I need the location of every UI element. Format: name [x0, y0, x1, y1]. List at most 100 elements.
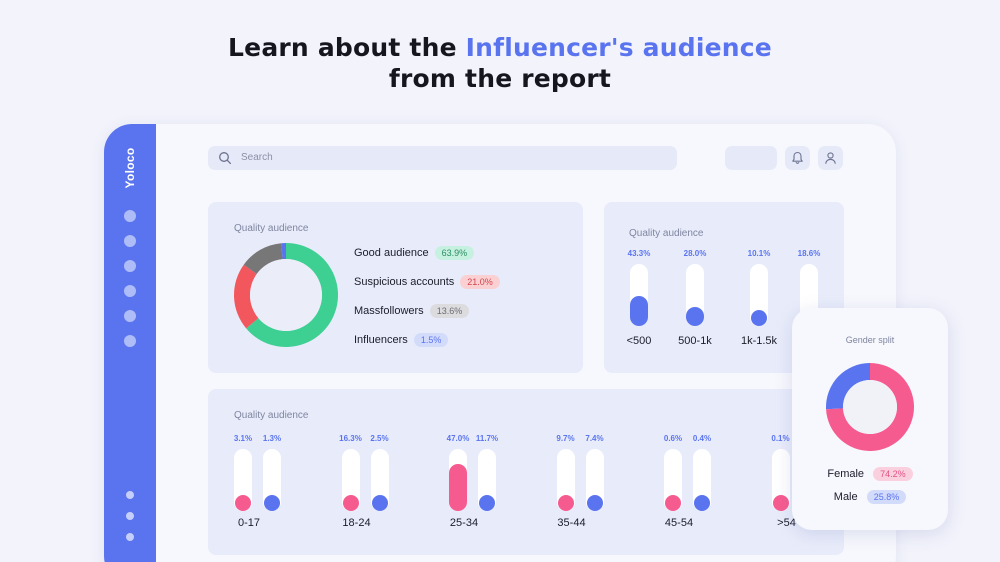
bar-track: [693, 449, 711, 511]
value-label: 28.0%: [683, 249, 707, 258]
sidebar-nav-item[interactable]: [124, 235, 136, 247]
bar-fill: [772, 495, 789, 511]
bar-fill: [694, 495, 710, 511]
bar-track: [630, 264, 648, 326]
bar-fill: [371, 495, 388, 511]
male-value-label: 2.5%: [370, 434, 389, 443]
value-label: 10.1%: [747, 249, 771, 258]
card-title: Gender split: [845, 335, 895, 345]
bar-fill: [449, 464, 467, 511]
quality-slice-1: [234, 264, 259, 329]
sidebar-nav-item[interactable]: [124, 260, 136, 272]
bar-fill: [686, 307, 704, 326]
legend-badge: 13.6%: [429, 303, 470, 318]
bar-track: [234, 449, 252, 511]
female-value-label: 0.1%: [771, 434, 790, 443]
value-label: 43.3%: [627, 249, 651, 258]
bar-fill: [342, 495, 359, 511]
gender-slice-male: [826, 363, 870, 410]
legend-badge: 63.9%: [434, 245, 475, 260]
sidebar-nav-item[interactable]: [124, 285, 136, 297]
bar-track: [686, 264, 704, 326]
sidebar-nav-item[interactable]: [126, 491, 134, 499]
quality-audience-card: Quality audience Good audience 63.9% Suspi…: [208, 202, 583, 373]
notifications-button[interactable]: [785, 146, 810, 170]
legend-label: Influencers: [354, 333, 408, 346]
bar-fill: [557, 495, 574, 511]
legend-row: Influencers 1.5%: [354, 331, 449, 347]
bell-icon: [792, 151, 803, 164]
bar-track: [478, 449, 496, 511]
app-window: Yoloco Search Quality audience: [104, 124, 896, 562]
headline-line-2: from the report: [388, 64, 612, 93]
headline-accent: Influencer's audience: [465, 33, 772, 62]
quality-slice-3: [281, 243, 286, 260]
sidebar-nav-item[interactable]: [126, 512, 134, 520]
male-value-label: 11.7%: [475, 434, 499, 443]
male-value-label: 7.4%: [585, 434, 604, 443]
bar-fill: [751, 310, 767, 326]
donut-center: [843, 380, 897, 434]
legend-badge: 25.8%: [866, 490, 907, 504]
search-placeholder: Search: [241, 152, 273, 163]
value-label: 18.6%: [797, 249, 821, 258]
male-value-label: 0.4%: [692, 434, 712, 443]
sidebar: Yoloco: [104, 124, 156, 562]
female-value-label: 3.1%: [233, 434, 253, 443]
legend-row: Good audience 63.9%: [354, 244, 475, 260]
bar-fill: [630, 296, 648, 326]
category-label: 35-44: [557, 517, 586, 529]
bar-fill: [264, 495, 280, 511]
legend-label: Male: [833, 490, 858, 503]
category-label: 18-24: [342, 517, 371, 529]
gender-donut-chart: [826, 363, 914, 451]
legend-badge: 74.2%: [873, 467, 913, 481]
category-label: 25-34: [449, 517, 479, 529]
bar-fill: [586, 495, 603, 511]
legend-row: Massfollowers 13.6%: [354, 302, 470, 318]
category-label: 45-54: [664, 517, 694, 529]
bar-fill: [665, 495, 681, 511]
category-label: >54: [777, 517, 796, 529]
card-title: Quality audience: [234, 223, 309, 234]
legend-badge: 21.0%: [460, 274, 500, 289]
bar-track: [750, 264, 768, 326]
legend-badge: 1.5%: [413, 332, 449, 347]
bar-track: [263, 449, 281, 511]
bar-track: [664, 449, 682, 511]
bar-track: [585, 449, 604, 511]
female-value-label: 16.3%: [339, 434, 362, 443]
headline-line-1: Learn about the Influencer's audience: [0, 32, 1000, 63]
category-label: 500-1k: [678, 335, 712, 347]
sidebar-nav-item[interactable]: [124, 335, 136, 347]
bar-fill: [479, 495, 495, 511]
category-label: <500: [626, 335, 652, 347]
bar-track: [370, 449, 389, 511]
gender-slice-female: [826, 363, 914, 451]
bar-fill: [235, 495, 251, 511]
search-icon: [219, 152, 232, 165]
legend-label: Good audience: [354, 246, 429, 259]
legend-row-female: Female 74.2%: [792, 467, 948, 481]
male-value-label: 1.3%: [262, 434, 282, 443]
category-label: 0-17: [237, 517, 261, 529]
sidebar-nav-item[interactable]: [124, 210, 136, 222]
age-card: Quality audience 3.1% 1.3% 0-17 16.3% 2.5% 18…: [208, 389, 844, 555]
sidebar-nav-item[interactable]: [126, 533, 134, 541]
quality-slice-0: [246, 243, 338, 347]
legend-label: Massfollowers: [354, 304, 424, 317]
profile-button[interactable]: [818, 146, 843, 170]
bar-track: [341, 449, 360, 511]
female-value-label: 47.0%: [446, 434, 470, 443]
legend-row: Suspicious accounts 21.0%: [354, 273, 500, 289]
female-value-label: 9.7%: [556, 434, 575, 443]
search-input[interactable]: Search: [208, 146, 677, 170]
brand-logo: Yoloco: [123, 147, 137, 189]
legend-row-male: Male 25.8%: [792, 490, 948, 504]
card-title: Quality audience: [629, 228, 704, 239]
user-icon: [825, 152, 836, 164]
sidebar-nav-item[interactable]: [124, 310, 136, 322]
page-headline: Learn about the Influencer's audience fr…: [0, 32, 1000, 94]
toolbar-pill-button[interactable]: [725, 146, 777, 170]
headline-prefix: Learn about the: [228, 33, 466, 62]
